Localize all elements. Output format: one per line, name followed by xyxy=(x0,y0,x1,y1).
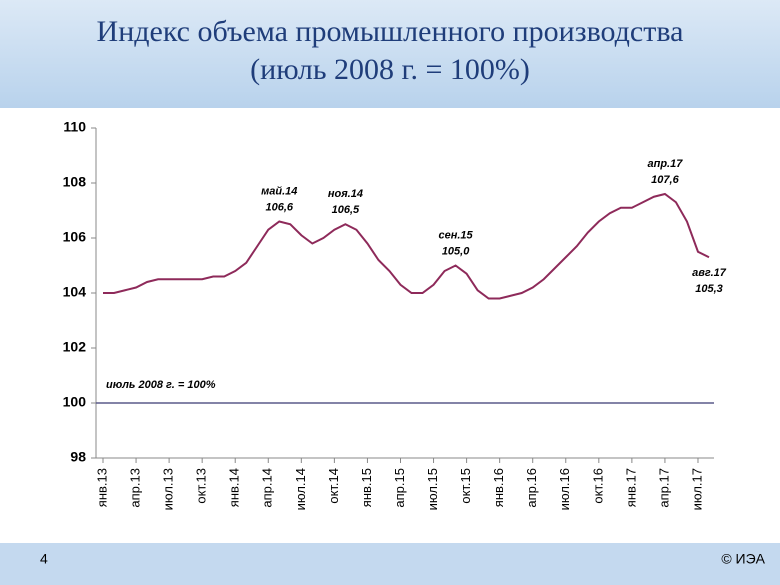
x-tick-label: янв.13 xyxy=(94,468,109,507)
title-line: Индекс объема промышленного производства xyxy=(97,15,684,48)
point-name: ноя.14 xyxy=(328,188,363,200)
x-tick-label: апр.14 xyxy=(260,468,275,508)
x-tick-label: июл.15 xyxy=(425,468,440,510)
x-tick-label: июл.17 xyxy=(689,468,704,510)
header-band xyxy=(0,0,780,108)
value-label: 106,5 xyxy=(332,204,360,216)
x-tick-label: апр.15 xyxy=(392,468,407,508)
line xyxy=(103,192,710,300)
title-line: (июль 2008 г. = 100%) xyxy=(250,53,530,86)
x-tick-label: июл.16 xyxy=(557,468,572,510)
x-tick-label: окт.14 xyxy=(326,468,341,504)
y-tick-label: 108 xyxy=(63,174,87,190)
value-label: 105,3 xyxy=(695,283,723,295)
value-label: 105,0 xyxy=(442,245,470,257)
y-tick-label: 98 xyxy=(70,449,86,465)
point-name: апр.17 xyxy=(647,158,683,170)
value-label: 106,6 xyxy=(266,201,294,213)
footer-band xyxy=(0,543,780,585)
x-tick-label: окт.16 xyxy=(590,468,605,504)
x-tick-label: окт.13 xyxy=(194,468,209,504)
y-tick-label: 106 xyxy=(63,229,87,245)
point-name: авг.17 xyxy=(692,267,727,279)
copyright: © ИЭА xyxy=(721,551,765,567)
x-tick-label: окт.15 xyxy=(458,468,473,504)
x-tick-label: апр.16 xyxy=(524,468,539,508)
y-tick-label: 100 xyxy=(63,394,87,410)
x-tick-label: июл.14 xyxy=(293,468,308,510)
chart: 98 100 102 104 106 108 110 янв.13 апр.13 июл.13 ок… xyxy=(63,119,727,511)
x-tick-label: апр.13 xyxy=(127,468,142,508)
page-number: 4 xyxy=(40,551,48,567)
x-tick-label: янв.14 xyxy=(227,468,242,507)
value-label: 107,6 xyxy=(651,174,679,186)
reference-label: июль 2008 г. = 100% xyxy=(106,379,216,391)
point-name: сен.15 xyxy=(438,229,473,241)
y-tick-label: 110 xyxy=(63,119,86,135)
x-tick-label: янв.15 xyxy=(359,468,374,507)
x-tick-label: апр.17 xyxy=(656,468,671,508)
x-tick-label: июл.13 xyxy=(161,468,176,510)
x-tick-label: янв.17 xyxy=(623,468,638,507)
y-tick-label: 104 xyxy=(63,284,87,300)
x-tick-label: янв.16 xyxy=(491,468,506,507)
point-name: май.14 xyxy=(261,185,297,197)
y-tick-label: 102 xyxy=(63,339,87,355)
